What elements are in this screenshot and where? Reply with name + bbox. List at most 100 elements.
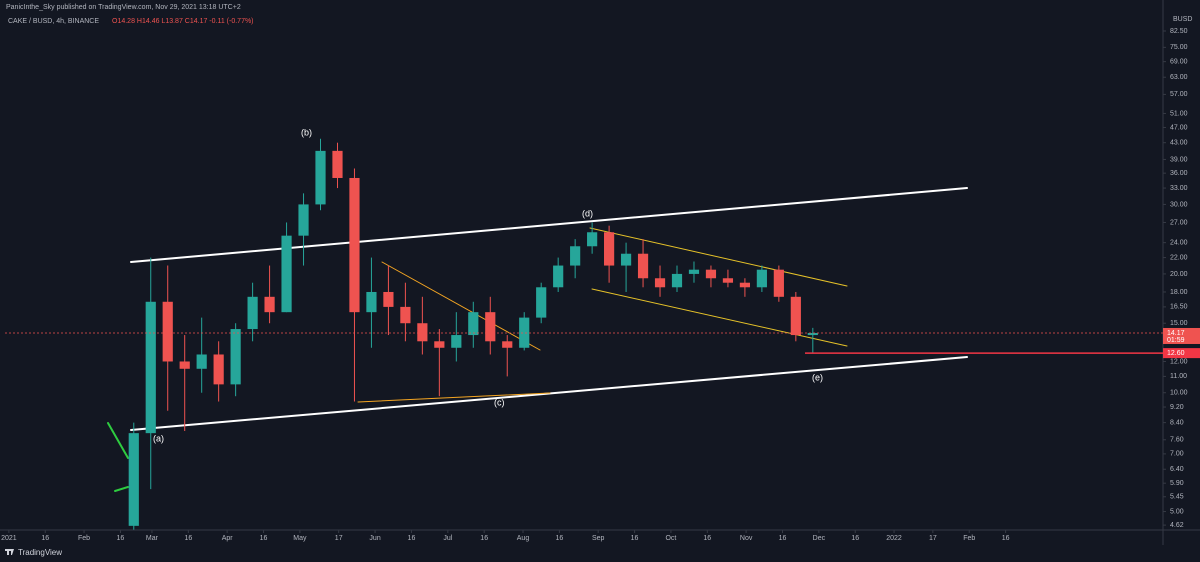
- annotation: (c): [494, 397, 505, 407]
- y-tick-label: 75.00: [1170, 44, 1188, 51]
- countdown: 01:59: [1167, 337, 1185, 344]
- x-tick-label: 16: [184, 535, 192, 542]
- candle-body: [179, 361, 190, 369]
- brand-logo: [5, 549, 14, 555]
- x-tick-label: 2021: [1, 535, 17, 542]
- x-tick-label: 16: [631, 535, 639, 542]
- triangle-line: [381, 261, 541, 351]
- flag-line: [107, 422, 129, 459]
- candle-body: [196, 354, 207, 369]
- annotation: (a): [153, 433, 164, 443]
- y-tick-label: 39.00: [1170, 156, 1188, 163]
- y-tick-label: 5.00: [1170, 508, 1184, 515]
- candle-body: [756, 269, 767, 288]
- candle-body: [790, 296, 801, 336]
- last-price-label: 14.17: [1167, 330, 1185, 337]
- candle-body: [671, 273, 683, 288]
- brand: TradingView: [18, 548, 62, 557]
- candle-body: [264, 296, 275, 313]
- candle-body: [128, 433, 139, 526]
- y-tick-label: 12.00: [1170, 358, 1188, 365]
- candle-body: [468, 312, 479, 336]
- drawings: [107, 187, 968, 492]
- level-label: 12.60: [1167, 350, 1185, 357]
- candle-body: [332, 150, 343, 178]
- candle-body: [434, 341, 445, 348]
- y-tick-label: 69.00: [1170, 58, 1188, 65]
- x-tick-label: 17: [929, 535, 937, 542]
- candle-body: [213, 354, 224, 385]
- y-tick-label: 30.00: [1170, 201, 1188, 208]
- candle-body: [366, 291, 377, 313]
- y-tick-label: 20.00: [1170, 271, 1188, 278]
- y-tick-label: 16.50: [1170, 304, 1188, 311]
- x-tick-label: Sep: [592, 535, 605, 542]
- y-tick-label: 7.60: [1170, 437, 1184, 444]
- x-tick-label: Feb: [963, 535, 975, 542]
- candle-body: [807, 332, 818, 336]
- ohlc-values: O14.28 H14.46 L13.87 C14.17 -0.11 (-0.77…: [112, 18, 254, 25]
- y-tick-label: 5.45: [1170, 494, 1184, 501]
- candle-body: [485, 312, 496, 342]
- channel-upper: [130, 187, 968, 263]
- y-tick-label: 4.62: [1170, 522, 1184, 529]
- y-tick-label: 15.00: [1170, 320, 1188, 327]
- x-tick-label: 16: [117, 535, 125, 542]
- candle-body: [604, 232, 615, 266]
- candle-body: [773, 269, 784, 297]
- candle-body: [587, 232, 598, 247]
- x-tick-label: 16: [1002, 535, 1010, 542]
- candle-body: [247, 296, 258, 330]
- candle-body: [145, 301, 156, 434]
- annotation: (e): [812, 372, 823, 382]
- y-tick-label: 8.40: [1170, 419, 1184, 426]
- x-tick-label: Mar: [146, 535, 159, 542]
- wedge-line: [591, 288, 848, 347]
- x-tick-label: Oct: [665, 535, 676, 542]
- x-tick-label: 16: [851, 535, 859, 542]
- y-tick-label: 11.00: [1170, 373, 1187, 380]
- y-tick-label: 22.00: [1170, 254, 1188, 261]
- level-tag: [1163, 348, 1200, 359]
- triangle-line: [357, 392, 551, 403]
- candle-body: [519, 317, 530, 348]
- candle-body: [705, 269, 717, 279]
- candle-body: [383, 291, 394, 307]
- candle-body: [281, 235, 292, 313]
- candle-body: [502, 341, 513, 348]
- y-tick-label: 24.00: [1170, 240, 1188, 247]
- candle-body: [570, 246, 581, 266]
- x-tick-label: 16: [408, 535, 416, 542]
- candle-body: [417, 323, 428, 342]
- y-tick-label: 57.00: [1170, 91, 1188, 98]
- flag-line: [114, 486, 129, 492]
- candle-body: [451, 335, 462, 348]
- x-tick-label: Jul: [443, 535, 452, 542]
- x-tick-label: Aug: [517, 535, 530, 542]
- currency: BUSD: [1173, 16, 1192, 23]
- symbol-title: CAKE / BUSD, 4h, BINANCE: [8, 18, 99, 25]
- candle-body: [536, 287, 547, 318]
- y-tick-label: 7.00: [1170, 451, 1184, 458]
- wedge-line: [589, 227, 848, 287]
- candle-body: [230, 329, 241, 385]
- candle-body: [654, 278, 666, 288]
- y-tick-label: 10.00: [1170, 390, 1188, 397]
- y-tick-label: 36.00: [1170, 170, 1188, 177]
- x-tick-label: Apr: [222, 535, 234, 542]
- y-tick-label: 51.00: [1170, 110, 1188, 117]
- x-tick-label: Dec: [813, 535, 826, 542]
- x-tick-label: 16: [703, 535, 711, 542]
- candle-body: [315, 150, 326, 205]
- x-tick-label: 16: [779, 535, 787, 542]
- y-tick-label: 9.20: [1170, 404, 1184, 411]
- candle-body: [688, 269, 700, 274]
- y-tick-label: 27.00: [1170, 219, 1188, 226]
- x-tick-label: Feb: [78, 535, 90, 542]
- candle-body: [298, 204, 309, 236]
- candle-body: [553, 265, 564, 288]
- x-tick-label: 16: [480, 535, 488, 542]
- x-tick-label: 2022: [886, 535, 902, 542]
- y-tick-label: 6.40: [1170, 466, 1184, 473]
